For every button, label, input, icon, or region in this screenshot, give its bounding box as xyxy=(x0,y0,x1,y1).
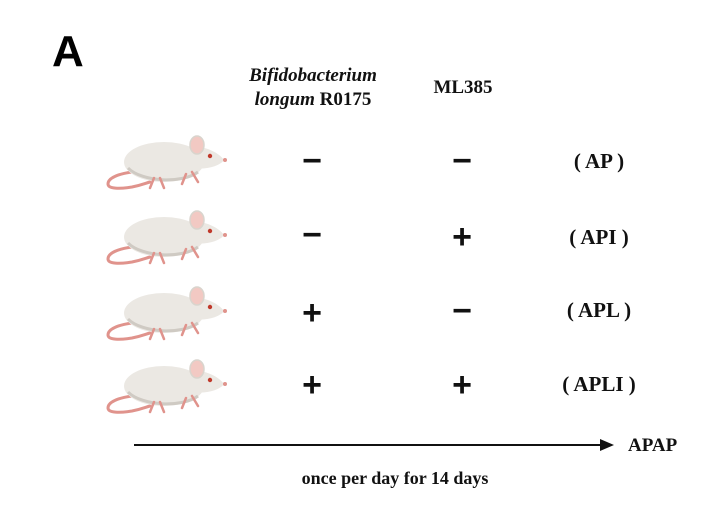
ml385-sign: + xyxy=(442,220,482,254)
bifidobacterium-genus: Bifidobacterium xyxy=(249,65,377,86)
ml385-sign: − xyxy=(442,144,482,178)
panel-letter: A xyxy=(52,30,84,74)
treatment-duration-caption: once per day for 14 days xyxy=(220,468,570,489)
mouse-icon xyxy=(102,352,232,416)
mouse-icon xyxy=(102,279,232,343)
bifidobacterium-sign: + xyxy=(292,368,332,402)
mouse-icon xyxy=(102,128,232,192)
ml385-sign: − xyxy=(442,294,482,328)
group-label: ( APLI ) xyxy=(529,371,669,397)
bifidobacterium-strain: R0175 xyxy=(315,89,371,110)
mouse-icon xyxy=(102,203,232,267)
apap-label: APAP xyxy=(628,435,677,457)
group-label: ( API ) xyxy=(529,224,669,250)
column-header-ml385: ML385 xyxy=(408,76,518,100)
column-header-bifidobacterium: Bifidobacterium longum R0175 xyxy=(218,64,408,112)
timeline-arrow xyxy=(134,435,614,455)
bifidobacterium-sign: − xyxy=(292,218,332,252)
group-label: ( AP ) xyxy=(529,148,669,174)
bifidobacterium-species: longum xyxy=(255,89,315,110)
group-label: ( APL ) xyxy=(529,297,669,323)
ml385-sign: + xyxy=(442,368,482,402)
bifidobacterium-sign: + xyxy=(292,296,332,330)
bifidobacterium-sign: − xyxy=(292,144,332,178)
